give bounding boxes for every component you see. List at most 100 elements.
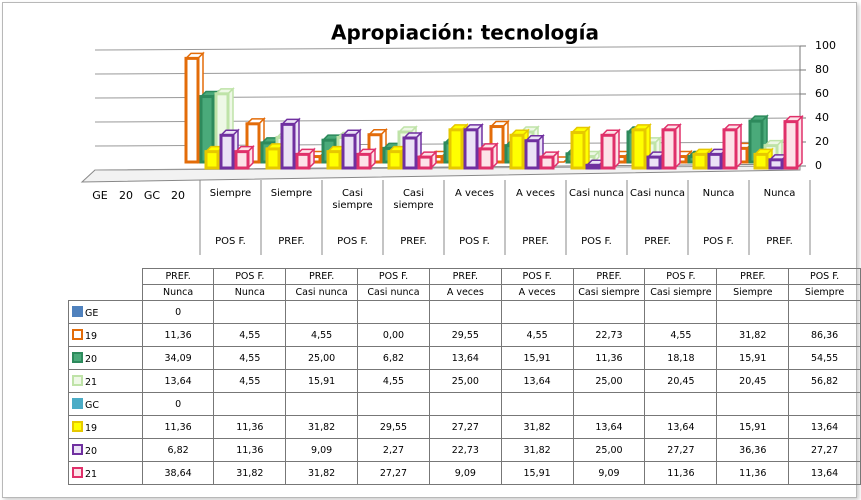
grid-line — [94, 45, 801, 51]
bar — [295, 152, 311, 170]
cell: 11,36 — [716, 461, 790, 485]
data-table: PREF. POS F. PREF. POS F. PREF. POS F. PREF. PO… — [68, 268, 861, 485]
cell: 38,64 — [141, 461, 215, 485]
cell: 20,45 — [644, 369, 718, 393]
bar — [707, 152, 723, 170]
cell: 29,55 — [428, 323, 502, 347]
header-cell: PREF. — [716, 268, 790, 285]
cell — [428, 392, 502, 416]
x-group-label: PREF. — [644, 236, 671, 247]
corner — [68, 268, 143, 301]
cell — [213, 300, 287, 324]
cell — [788, 392, 861, 416]
bar — [184, 56, 200, 164]
header-cell: PREF. — [572, 268, 646, 285]
header-cell: A veces — [428, 284, 502, 301]
cell: 4,55 — [357, 369, 430, 393]
x-tick-label: Casi siempre — [332, 188, 373, 211]
cell: 31,82 — [500, 438, 574, 462]
cell: 31,82 — [285, 461, 359, 485]
cell — [716, 392, 790, 416]
cell: 15,91 — [716, 415, 790, 439]
y-tick-label: 100 — [815, 39, 836, 52]
x-group-label: POS F. — [337, 236, 368, 247]
cell — [644, 300, 718, 324]
floor — [80, 163, 801, 183]
cell: 11,36 — [644, 461, 718, 485]
cell: 27,27 — [788, 438, 861, 462]
x-tick-label: Siempre — [209, 188, 252, 199]
cell: 22,73 — [428, 438, 502, 462]
bar — [478, 147, 494, 170]
legend-text: 21 — [85, 468, 98, 480]
cell: 9,09 — [285, 438, 359, 462]
cell — [572, 392, 646, 416]
header-cell: Siempre — [716, 284, 790, 301]
cell — [500, 300, 574, 324]
header-cell: POS F. — [500, 268, 574, 285]
legend-text: GC — [85, 399, 99, 411]
legend-key — [72, 351, 83, 363]
cell: 13,64 — [788, 461, 861, 485]
header-cell: POS F. — [644, 268, 718, 285]
x-group-label: POS F. — [215, 236, 246, 247]
x-group-label: PREF. — [766, 236, 793, 247]
cell: 4,55 — [285, 323, 359, 347]
legend-text: 20 — [85, 353, 98, 365]
header-row: PREF. POS F. PREF. POS F. PREF. POS F. PREF. PO… — [68, 268, 861, 301]
x-tick-label: A veces — [516, 188, 555, 199]
x-extra-label: GC — [144, 189, 161, 202]
cell — [285, 392, 359, 416]
cell: 31,82 — [285, 415, 359, 439]
series-row: 21 38,64 31,82 31,82 27,27 9,09 15,91 9,09 11,36… — [68, 461, 861, 485]
cell: 20,45 — [716, 369, 790, 393]
cell: 6,82 — [357, 346, 430, 370]
cell: 31,82 — [213, 461, 287, 485]
cell: 11,36 — [213, 415, 287, 439]
cell: 15,91 — [285, 369, 359, 393]
cell: 6,82 — [141, 438, 215, 462]
cell — [644, 392, 718, 416]
row-label: 19 — [68, 323, 143, 347]
legend-key — [72, 443, 83, 455]
cell: 11,36 — [572, 346, 646, 370]
cell: 13,64 — [644, 415, 718, 439]
header-cell: Casi nunca — [357, 284, 430, 301]
x-group-label: POS F. — [703, 236, 734, 247]
series-row: 20 6,82 11,36 9,09 2,27 22,73 31,82 25,00 27,27 3… — [68, 438, 861, 462]
bar — [768, 158, 784, 170]
header-cell: Casi nunca — [285, 284, 359, 301]
y-tick-label: 20 — [815, 135, 829, 148]
bar — [524, 139, 540, 170]
cell: 13,64 — [788, 415, 861, 439]
bar — [646, 155, 662, 170]
cell: 13,64 — [428, 346, 502, 370]
group-row: GC 0 — [68, 392, 861, 416]
cell: 36,36 — [716, 438, 790, 462]
cell: 54,55 — [788, 346, 861, 370]
x-group-label: POS F. — [581, 236, 612, 247]
row-label: 21 — [68, 369, 143, 393]
header-cell: PREF. — [141, 268, 215, 285]
x-tick-label: A veces — [455, 188, 494, 199]
bar — [753, 152, 769, 170]
header-cell: Nunca — [213, 284, 287, 301]
y-tick-label: 80 — [815, 63, 829, 76]
cell: 22,73 — [572, 323, 646, 347]
cell: 0 — [141, 392, 215, 416]
cell: 4,55 — [213, 346, 287, 370]
cell: 86,36 — [788, 323, 861, 347]
cell: 4,55 — [213, 369, 287, 393]
cell: 11,36 — [141, 415, 215, 439]
bar — [463, 128, 479, 170]
bar — [387, 150, 403, 170]
bar — [722, 128, 738, 170]
header-cell: A veces — [500, 284, 574, 301]
header-row: Nunca Nunca Casi nunca Casi nunca A veces A v… — [69, 284, 861, 301]
cell: 31,82 — [716, 323, 790, 347]
x-tick-label: Casi siempre — [393, 188, 434, 211]
cell: 0,00 — [357, 323, 430, 347]
bar — [417, 155, 433, 170]
cell: 11,36 — [141, 323, 215, 347]
